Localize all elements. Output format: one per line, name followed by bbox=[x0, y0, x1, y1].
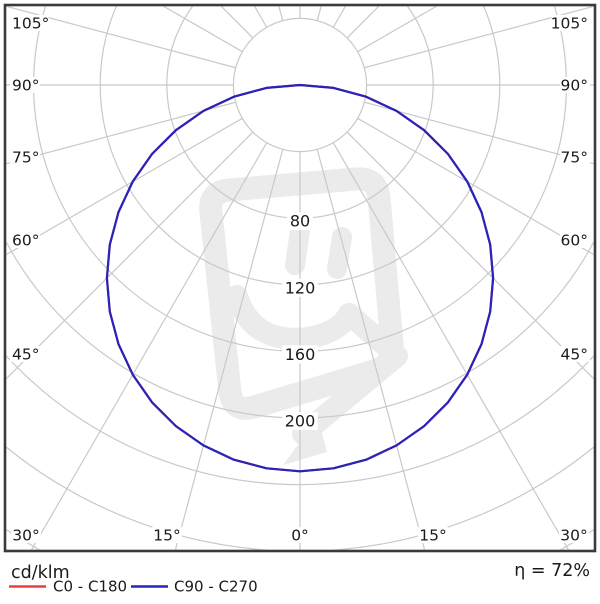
angle-label-backing bbox=[559, 527, 589, 543]
ring-value-label: 120 bbox=[285, 278, 316, 297]
angle-label-backing bbox=[560, 149, 590, 165]
angle-label: 60° bbox=[12, 232, 39, 250]
legend-label-c0-c180: C0 - C180 bbox=[53, 578, 127, 596]
angle-label-backing bbox=[289, 527, 311, 543]
watermark-prong-right bbox=[327, 227, 352, 279]
intensity-curves bbox=[105, 83, 495, 473]
angle-label-backing bbox=[560, 232, 590, 248]
grid-radial-line bbox=[174, 149, 284, 550]
angle-label-backing bbox=[10, 346, 40, 362]
legend: cd/klm C0 - C180 C90 - C270 η = 72% bbox=[9, 561, 590, 596]
angle-label: 105° bbox=[12, 15, 49, 33]
angle-label-backing bbox=[560, 77, 590, 93]
unit-label: cd/klm bbox=[11, 563, 70, 583]
watermark-curve bbox=[226, 285, 360, 350]
angle-label-backing bbox=[10, 149, 40, 165]
grid-radial-line bbox=[316, 149, 426, 550]
angle-label: 75° bbox=[12, 149, 39, 167]
curve-c90-c270 bbox=[105, 83, 495, 473]
angle-label-backing bbox=[152, 527, 182, 543]
angle-label-backing bbox=[10, 232, 40, 248]
watermark-prong-left bbox=[285, 221, 310, 275]
angle-labels: 105° 90° 75° 60° 45° 105° 90° 75° 60° 45° 30° 15° 0°… bbox=[10, 15, 590, 545]
angle-label: 105° bbox=[551, 15, 588, 33]
grid-radial-line bbox=[6, 101, 236, 165]
angle-label: 45° bbox=[561, 346, 588, 364]
efficiency-label: η = 72% bbox=[514, 561, 590, 581]
ring-label-backing bbox=[282, 412, 318, 430]
grid-radial-line bbox=[364, 101, 594, 165]
angle-label: 0° bbox=[291, 527, 309, 545]
angle-label: 90° bbox=[561, 77, 588, 95]
angle-label: 75° bbox=[561, 149, 588, 167]
grid-radial-line bbox=[6, 6, 236, 69]
ring-label-backing bbox=[282, 345, 318, 364]
ring-value-label: 160 bbox=[285, 345, 316, 364]
grid-radial-line bbox=[357, 117, 594, 256]
angle-label: 45° bbox=[12, 346, 39, 364]
ring-value-labels: 80 120 160 200 bbox=[282, 212, 318, 431]
angle-label-backing bbox=[10, 77, 40, 93]
legend-label-c90-c270: C90 - C270 bbox=[174, 578, 258, 596]
angle-label-backing bbox=[560, 346, 590, 362]
grid-radial-line bbox=[6, 117, 243, 256]
angle-label: 90° bbox=[12, 77, 39, 95]
angle-label-backing bbox=[418, 527, 448, 543]
angle-label: 30° bbox=[560, 527, 587, 545]
angle-label: 15° bbox=[419, 527, 446, 545]
plot-border bbox=[3, 3, 597, 553]
angle-label-backing bbox=[11, 527, 41, 543]
angle-label-backing bbox=[551, 15, 590, 31]
ring-value-label: 200 bbox=[285, 412, 316, 431]
angle-label: 30° bbox=[12, 527, 39, 545]
watermark-logo bbox=[199, 167, 408, 465]
grid-radial-line bbox=[31, 142, 268, 550]
grid-radial-line bbox=[332, 142, 569, 550]
angle-label-backing bbox=[10, 15, 49, 31]
angle-label: 60° bbox=[561, 232, 588, 250]
ring-value-label: 80 bbox=[290, 212, 310, 231]
ring-label-backing bbox=[282, 278, 318, 297]
grid-radial-line bbox=[364, 6, 594, 69]
ring-label-backing bbox=[287, 212, 313, 231]
angle-label: 15° bbox=[153, 527, 180, 545]
